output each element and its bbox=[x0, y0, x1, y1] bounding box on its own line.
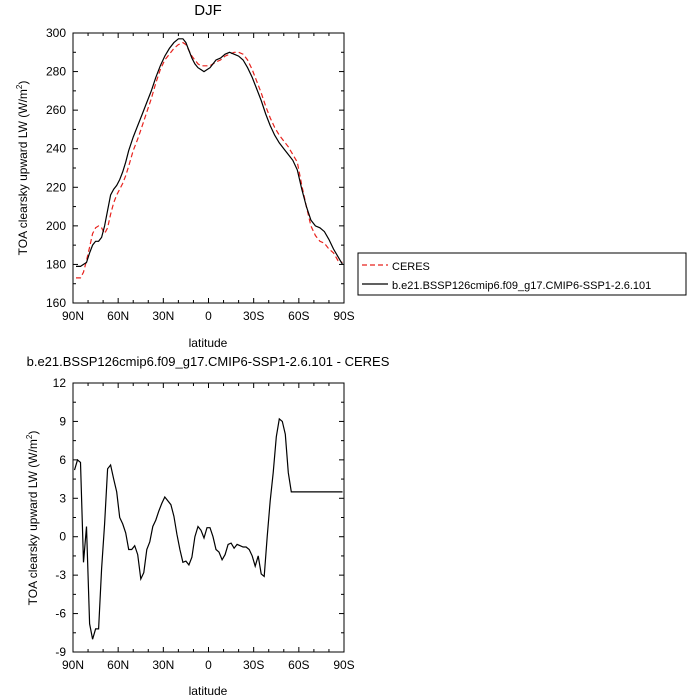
bottom-x-tick-label: 90S bbox=[333, 658, 354, 672]
top-y-tick-label: 220 bbox=[46, 180, 66, 194]
bottom-y-tick-label: 0 bbox=[59, 530, 66, 544]
top-y-tick-label: 200 bbox=[46, 219, 66, 233]
top-x-tick-label: 90N bbox=[62, 309, 84, 323]
top-y-tick-label: 160 bbox=[46, 296, 66, 310]
bottom-x-tick-label: 90N bbox=[62, 658, 84, 672]
bottom-x-tick-label: 60N bbox=[107, 658, 129, 672]
top-y-tick-label: 260 bbox=[46, 103, 66, 117]
top-x-tick-label: 0 bbox=[205, 309, 212, 323]
bottom-y-tick-label: 12 bbox=[53, 376, 67, 390]
bottom-y-tick-label: -3 bbox=[55, 568, 66, 582]
top-y-tick-label: 240 bbox=[46, 142, 66, 156]
top-x-tick-label: 90S bbox=[333, 309, 354, 323]
bottom-y-tick-label: 3 bbox=[59, 491, 66, 505]
bottom-x-axis-label: latitude bbox=[189, 684, 228, 698]
bottom-y-tick-label: 6 bbox=[59, 453, 66, 467]
legend-model-label: b.e21.BSSP126cmip6.f09_g17.CMIP6-SSP1-2.… bbox=[392, 280, 651, 292]
bottom-series-difference-line bbox=[73, 417, 343, 640]
top-x-tick-label: 30S bbox=[243, 309, 264, 323]
top-y-tick-label: 280 bbox=[46, 65, 66, 79]
top-series-ceres-line bbox=[76, 41, 343, 279]
top-panel: DJF 160 180 200 220 240 260 280 300 90N 60N 30N 0 30… bbox=[15, 2, 355, 350]
legend-box bbox=[357, 252, 687, 296]
bottom-y-tick-label: 9 bbox=[59, 414, 66, 428]
bottom-y-axis-label: TOA clearsky upward LW (W/m2) bbox=[25, 431, 40, 606]
top-x-axis-label: latitude bbox=[189, 336, 228, 350]
top-series-model-line bbox=[76, 38, 344, 267]
top-x-tick-label: 30N bbox=[152, 309, 174, 323]
bottom-x-tick-label: 30S bbox=[243, 658, 264, 672]
top-x-tick-label: 60S bbox=[288, 309, 309, 323]
bottom-x-tick-label: 30N bbox=[152, 658, 174, 672]
bottom-y-tick-label: -9 bbox=[55, 645, 66, 659]
top-plot-area: 160 180 200 220 240 260 280 300 90N 60N 30N 0 30S 60S… bbox=[46, 26, 355, 323]
bottom-y-tick-label: -6 bbox=[55, 607, 66, 621]
top-chart-title: DJF bbox=[194, 2, 222, 19]
top-x-tick-label: 60N bbox=[107, 309, 129, 323]
bottom-chart-title: b.e21.BSSP126cmip6.f09_g17.CMIP6-SSP1-2.… bbox=[27, 354, 390, 369]
top-plot-frame bbox=[72, 32, 345, 304]
bottom-plot-frame bbox=[72, 382, 345, 653]
bottom-x-tick-label: 60S bbox=[288, 658, 309, 672]
top-y-axis-label: TOA clearsky upward LW (W/m2) bbox=[15, 81, 30, 256]
bottom-plot-area: -9 -6 -3 0 3 6 9 12 90N 60N 30N 0 30S 60S 90S bbox=[53, 376, 355, 672]
bottom-x-tick-label: 0 bbox=[205, 658, 212, 672]
legend: CERES b.e21.BSSP126cmip6.f09_g17.CMIP6-S… bbox=[357, 252, 687, 296]
top-y-tick-label: 180 bbox=[46, 257, 66, 271]
bottom-panel: b.e21.BSSP126cmip6.f09_g17.CMIP6-SSP1-2.… bbox=[25, 354, 390, 698]
top-y-tick-label: 300 bbox=[46, 26, 66, 40]
legend-ceres-label: CERES bbox=[392, 261, 430, 273]
